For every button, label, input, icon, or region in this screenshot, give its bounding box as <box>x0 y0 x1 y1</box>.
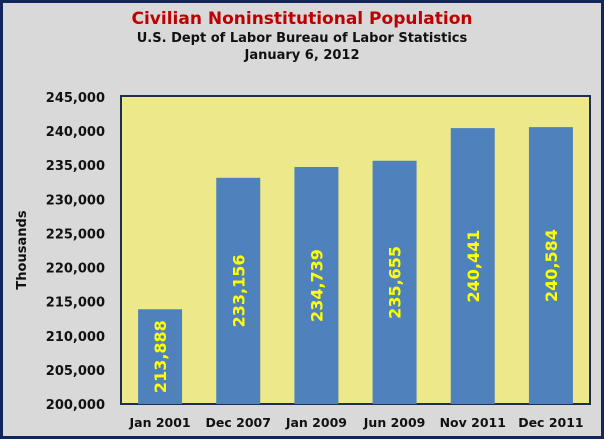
y-tick-label: 205,000 <box>46 364 105 379</box>
bar-data-label: 240,441 <box>464 230 483 303</box>
chart-subtitle: U.S. Dept of Labor Bureau of Labor Stati… <box>136 31 468 46</box>
x-tick-label: Dec 2007 <box>206 415 271 430</box>
x-tick-label: Jan 2001 <box>129 415 191 430</box>
chart-date: January 6, 2012 <box>244 48 360 63</box>
x-tick-label: Jan 2009 <box>285 415 347 430</box>
bar <box>138 309 183 404</box>
y-tick-label: 240,000 <box>46 125 105 140</box>
bar <box>528 127 573 405</box>
y-tick-label: 220,000 <box>46 262 105 277</box>
bar <box>372 160 417 404</box>
bar-data-label: 213,888 <box>151 320 170 393</box>
x-tick-label: Dec 2011 <box>518 415 583 430</box>
y-tick-label: 200,000 <box>46 398 105 413</box>
y-tick-label: 215,000 <box>46 296 105 311</box>
y-tick-label: 235,000 <box>46 159 105 174</box>
x-tick-label: Jun 2009 <box>363 415 426 430</box>
chart-title: Civilian Noninstitutional Population <box>131 9 473 29</box>
y-tick-label: 230,000 <box>46 193 105 208</box>
bar <box>216 177 261 404</box>
y-tick-label: 225,000 <box>46 227 105 242</box>
y-tick-label: 245,000 <box>46 91 105 106</box>
bar-data-label: 234,739 <box>307 249 326 322</box>
y-axis-label: Thousands <box>15 210 30 289</box>
bar <box>294 167 339 404</box>
bar-data-label: 240,584 <box>542 229 561 302</box>
plot-area <box>120 95 591 405</box>
bar-data-label: 235,655 <box>386 246 405 319</box>
bar-data-label: 233,156 <box>229 254 248 327</box>
bar <box>450 128 495 404</box>
y-tick-label: 210,000 <box>46 330 105 345</box>
x-tick-label: Nov 2011 <box>440 415 506 430</box>
